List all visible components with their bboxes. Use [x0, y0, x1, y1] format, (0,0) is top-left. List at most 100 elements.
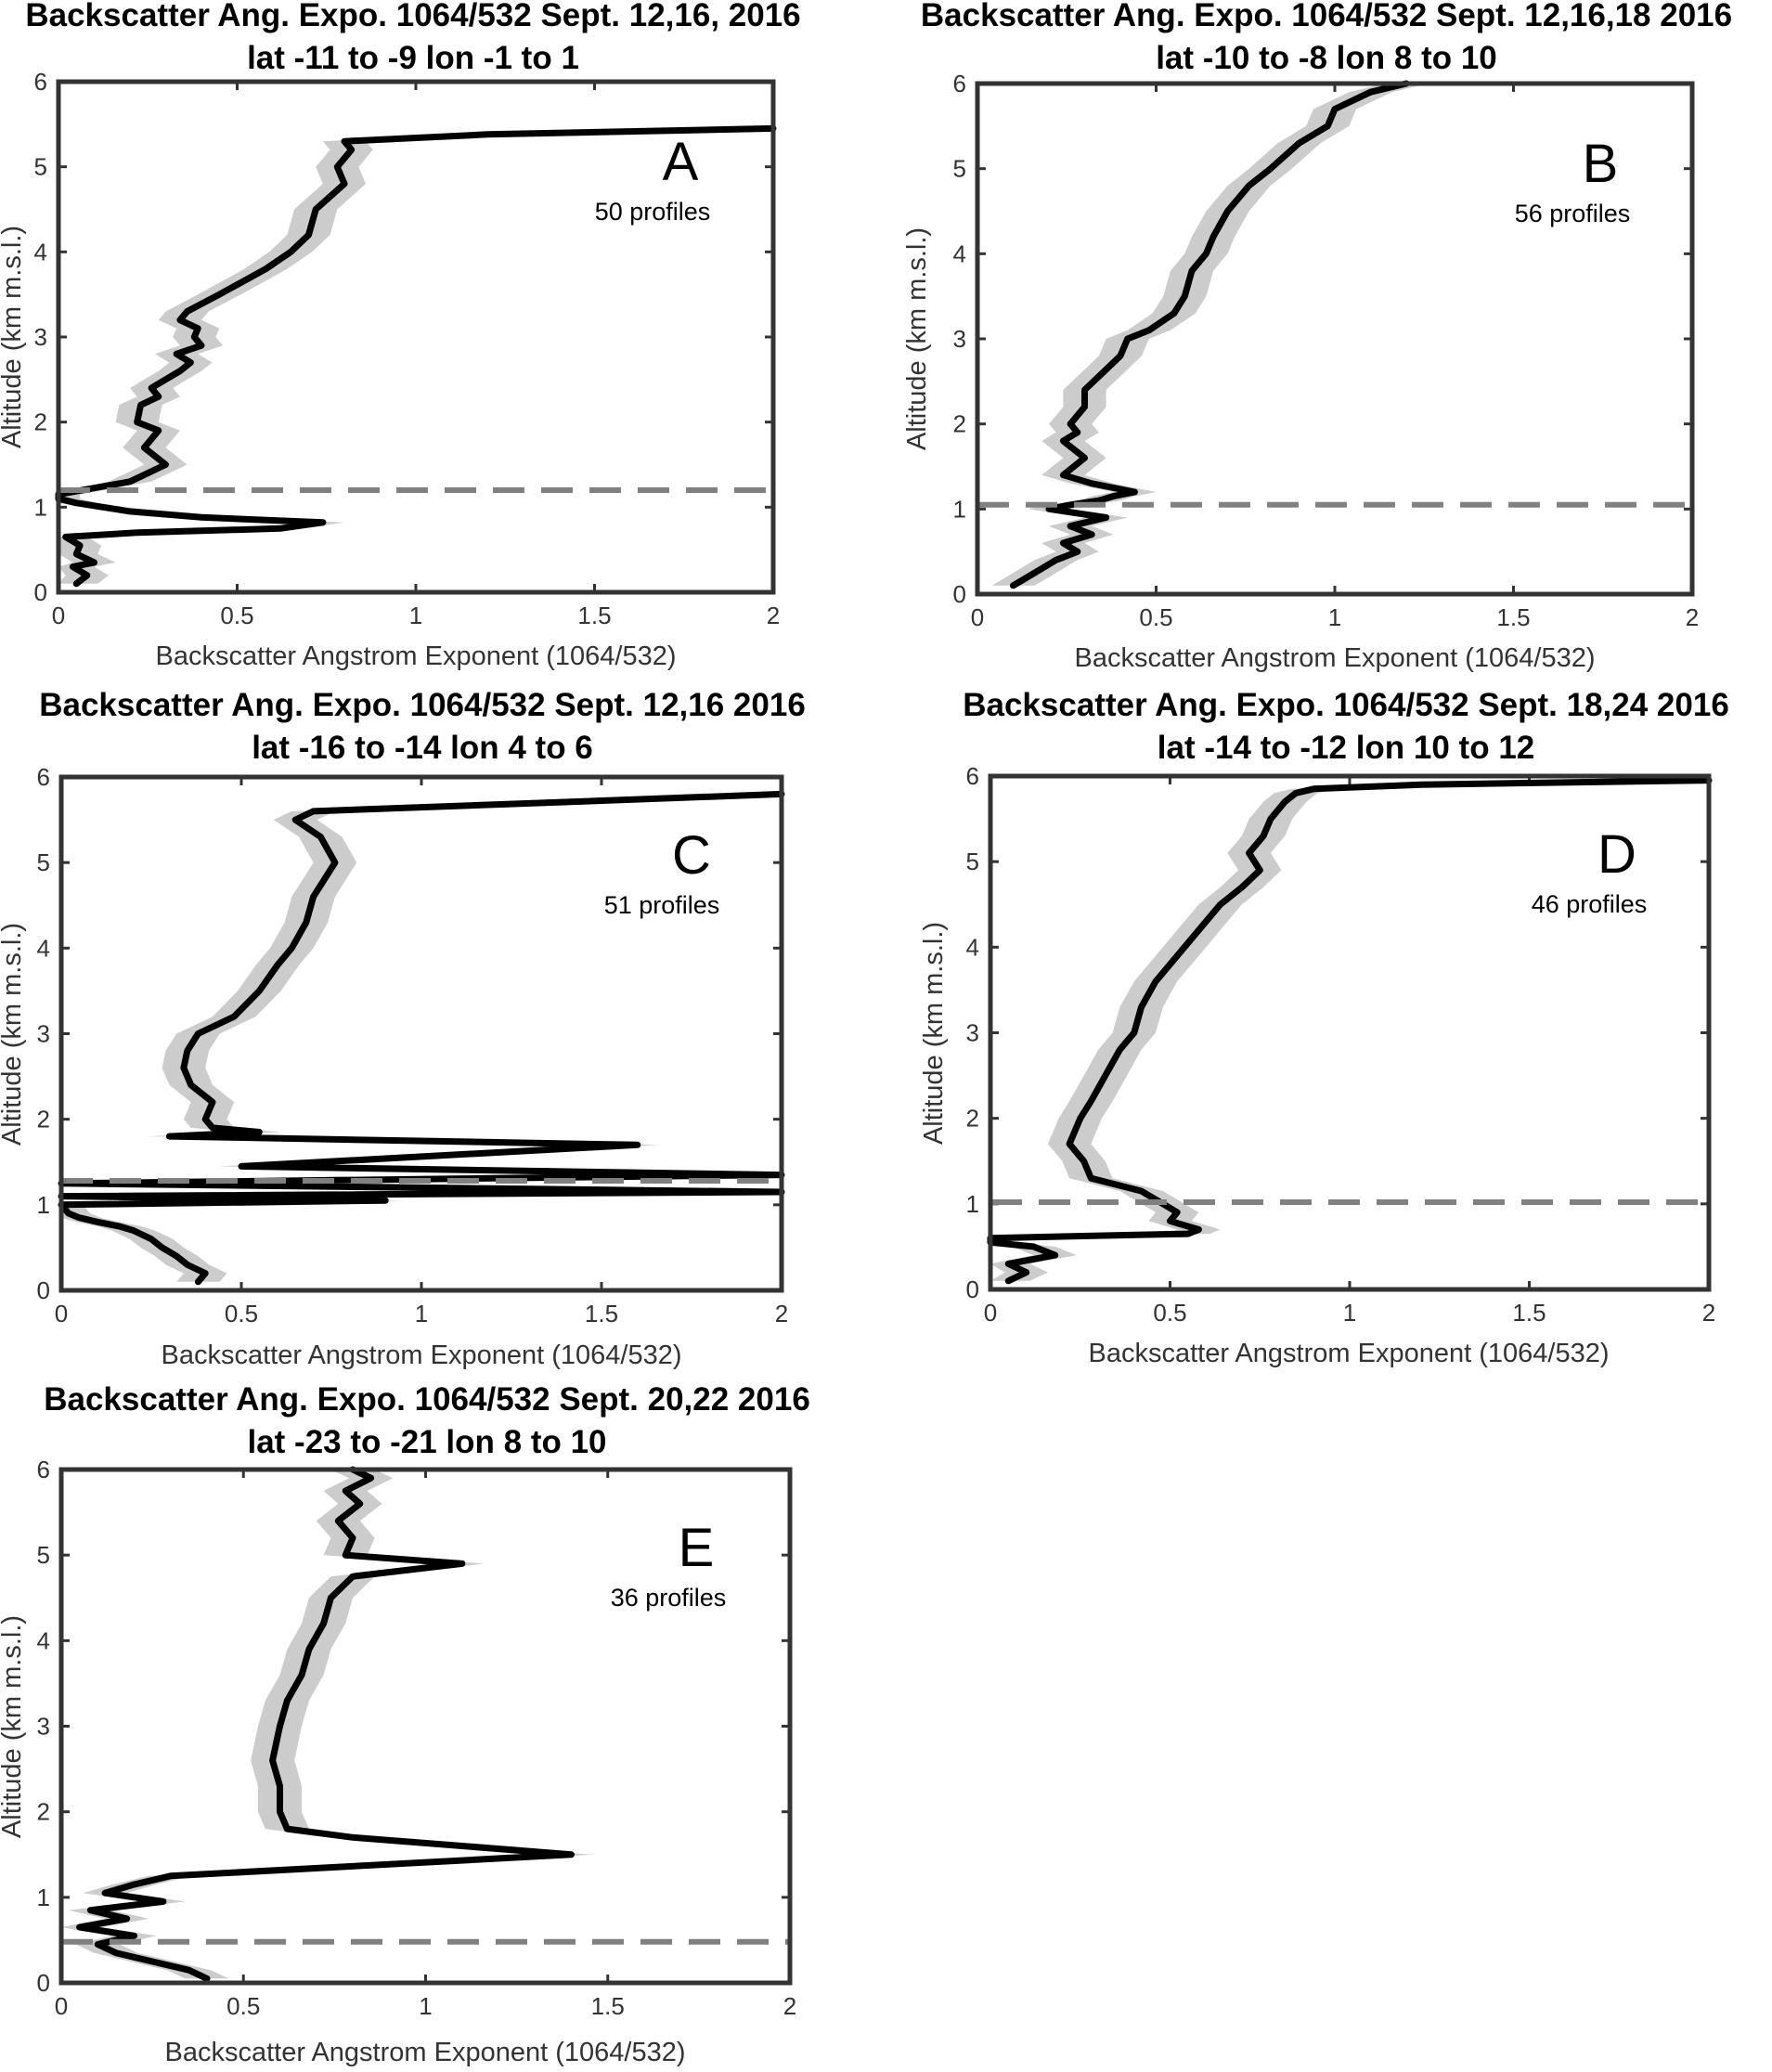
- chart-a-xtick-label: 1: [409, 602, 422, 629]
- chart-e-profiles-label: 36 profiles: [611, 1584, 727, 1612]
- chart-e-xtick-label: 1: [419, 1992, 432, 2020]
- chart-d-xtick-label: 1.5: [1512, 1299, 1546, 1327]
- chart-c-xtick-label: 0.5: [225, 1300, 258, 1327]
- chart-b-ylabel: Altitude (km m.s.l.): [902, 227, 932, 450]
- chart-a-ytick-label: 3: [34, 323, 47, 351]
- chart-a-ytick-label: 5: [34, 153, 47, 181]
- chart-a-ytick-label: 2: [34, 408, 47, 436]
- chart-c-xtick-label: 1.5: [585, 1300, 618, 1327]
- chart-a-plot: 0 0.5 1 1.5 2 0 1 2 3 4 5 6: [34, 68, 781, 629]
- chart-d-xlabel: Backscatter Angstrom Exponent (1064/532): [1089, 1339, 1610, 1368]
- chart-a-xtick-label: 0.5: [220, 602, 253, 629]
- chart-c-xtick-label: 0: [55, 1300, 68, 1327]
- chart-a-profiles-label: 50 profiles: [595, 198, 711, 226]
- chart-a-panel-letter: A: [663, 132, 699, 192]
- chart-c-ytick-label: 0: [37, 1276, 50, 1304]
- chart-a-axes-frame: [56, 79, 776, 595]
- chart-a-ytick-label: 6: [34, 68, 47, 96]
- chart-a-ylabel: Altitude (km m.s.l.): [0, 226, 27, 448]
- chart-c-ytick-label: 1: [37, 1191, 50, 1219]
- chart-e-ytick-label: 6: [37, 1456, 50, 1483]
- chart-a-title-line2: lat -11 to -9 lon -1 to 1: [247, 40, 579, 76]
- chart-a-xtick-label: 1.5: [577, 602, 611, 629]
- chart-b-ytick-label: 0: [953, 580, 966, 608]
- chart-e-profile-line: [76, 1466, 575, 1982]
- chart-b-profiles-label: 56 profiles: [1515, 200, 1631, 227]
- chart-d-title-line2: lat -14 to -12 lon 10 to 12: [1158, 730, 1535, 766]
- chart-b-ytick-label: 1: [953, 495, 966, 523]
- chart-d-xtick-label: 0.5: [1153, 1299, 1186, 1327]
- chart-a-uncertainty-band: [58, 128, 773, 584]
- chart-c-profile-line: [58, 790, 785, 1286]
- chart-c-panel-letter: C: [672, 825, 711, 886]
- chart-d-profiles-label: 46 profiles: [1532, 890, 1648, 918]
- chart-panel-b: Backscatter Ang. Expo. 1064/532 Sept. 12…: [886, 0, 1768, 687]
- chart-e-ylabel: Altitude (km m.s.l.): [0, 1615, 27, 1838]
- chart-d-ytick-label: 2: [966, 1105, 979, 1133]
- chart-d-plot: 0 0.5 1 1.5 2 0 1 2 3 4 5 6: [966, 762, 1716, 1327]
- chart-d-ytick-label: 5: [966, 848, 979, 875]
- chart-b-ytick-label: 3: [953, 325, 966, 353]
- chart-b-ytick-label: 4: [953, 240, 966, 267]
- chart-d-panel-letter: D: [1597, 824, 1636, 885]
- chart-b-xtick-label: 2: [1686, 603, 1699, 631]
- chart-c-xtick-label: 1: [415, 1300, 428, 1327]
- chart-b-axes-frame: [975, 81, 1695, 597]
- chart-c-ytick-label: 3: [37, 1020, 50, 1048]
- chart-b-title-line1: Backscatter Ang. Expo. 1064/532 Sept. 12…: [921, 0, 1732, 33]
- chart-b-panel-letter: B: [1583, 134, 1619, 194]
- chart-e-xlabel: Backscatter Angstrom Exponent (1064/532): [165, 2038, 686, 2067]
- chart-b-ytick-label: 2: [953, 410, 966, 438]
- chart-panel-c: Backscatter Ang. Expo. 1064/532 Sept. 12…: [0, 689, 882, 1376]
- chart-e-svg: Backscatter Ang. Expo. 1064/532 Sept. 20…: [0, 1383, 810, 2067]
- chart-e-ytick-label: 4: [37, 1626, 50, 1654]
- chart-e-ytick-label: 0: [37, 1969, 50, 1997]
- chart-c-ylabel: Altitude (km m.s.l.): [0, 923, 27, 1146]
- chart-c-title-line1: Backscatter Ang. Expo. 1064/532 Sept. 12…: [39, 689, 806, 723]
- chart-b-ytick-label: 5: [953, 155, 966, 183]
- chart-d-ytick-label: 1: [966, 1190, 979, 1218]
- chart-d-ytick-label: 4: [966, 933, 979, 961]
- chart-c-profiles-label: 51 profiles: [604, 891, 720, 919]
- chart-c-svg: Backscatter Ang. Expo. 1064/532 Sept. 12…: [0, 689, 806, 1370]
- chart-b-uncertainty-band: [991, 84, 1429, 586]
- chart-d-ylabel: Altitude (km m.s.l.): [919, 922, 949, 1145]
- chart-e-axes-frame: [58, 1467, 793, 1986]
- chart-a-ytick-label: 4: [34, 238, 47, 265]
- chart-panel-e: Backscatter Ang. Expo. 1064/532 Sept. 20…: [0, 1383, 882, 2070]
- chart-d-xtick-label: 2: [1702, 1299, 1715, 1327]
- chart-d-ytick-label: 0: [966, 1276, 979, 1303]
- chart-b-xtick-label: 1.5: [1496, 603, 1530, 631]
- chart-c-title-line2: lat -16 to -14 lon 4 to 6: [252, 730, 593, 766]
- chart-a-ytick-label: 0: [34, 578, 47, 606]
- chart-a-xtick-label: 2: [767, 602, 780, 629]
- chart-d-xtick-label: 1: [1343, 1299, 1356, 1327]
- chart-c-xlabel: Backscatter Angstrom Exponent (1064/532): [162, 1340, 682, 1370]
- chart-e-title-line2: lat -23 to -21 lon 8 to 10: [247, 1424, 606, 1460]
- chart-b-ytick-label: 6: [953, 70, 966, 97]
- chart-e-ytick-label: 1: [37, 1884, 50, 1911]
- chart-d-axes-frame: [988, 773, 1712, 1292]
- chart-e-ytick-label: 2: [37, 1798, 50, 1826]
- chart-e-xtick-label: 0.5: [226, 1992, 260, 2020]
- chart-c-plot: 0 0.5 1 1.5 2 0 1 2 3 4 5 6: [37, 763, 789, 1327]
- chart-c-axes-frame: [58, 774, 784, 1293]
- chart-c-ytick-label: 6: [37, 763, 50, 791]
- chart-c-ytick-label: 4: [37, 934, 50, 962]
- chart-b-xtick-label: 0.5: [1139, 603, 1172, 631]
- chart-e-xtick-label: 2: [783, 1992, 796, 2020]
- chart-a-title-line1: Backscatter Ang. Expo. 1064/532 Sept. 12…: [25, 0, 800, 33]
- chart-d-title-line1: Backscatter Ang. Expo. 1064/532 Sept. 18…: [963, 689, 1729, 723]
- chart-e-title-line1: Backscatter Ang. Expo. 1064/532 Sept. 20…: [44, 1383, 810, 1418]
- chart-e-plot: 0 0.5 1 1.5 2 0 1 2 3 4 5 6: [37, 1456, 797, 2020]
- chart-d-ytick-label: 6: [966, 762, 979, 790]
- chart-panel-a: Backscatter Ang. Expo. 1064/532 Sept. 12…: [0, 0, 882, 687]
- chart-b-xlabel: Backscatter Angstrom Exponent (1064/532): [1075, 643, 1596, 673]
- chart-e-xtick-label: 1.5: [591, 1992, 625, 2020]
- chart-a-svg: Backscatter Ang. Expo. 1064/532 Sept. 12…: [0, 0, 801, 671]
- chart-b-plot: 0 0.5 1 1.5 2 0 1 2 3 4 5 6: [953, 70, 1700, 631]
- chart-b-xtick-label: 1: [1328, 603, 1341, 631]
- chart-d-svg: Backscatter Ang. Expo. 1064/532 Sept. 18…: [919, 689, 1729, 1368]
- chart-b-title-line2: lat -10 to -8 lon 8 to 10: [1156, 40, 1497, 76]
- chart-a-xlabel: Backscatter Angstrom Exponent (1064/532): [156, 641, 677, 671]
